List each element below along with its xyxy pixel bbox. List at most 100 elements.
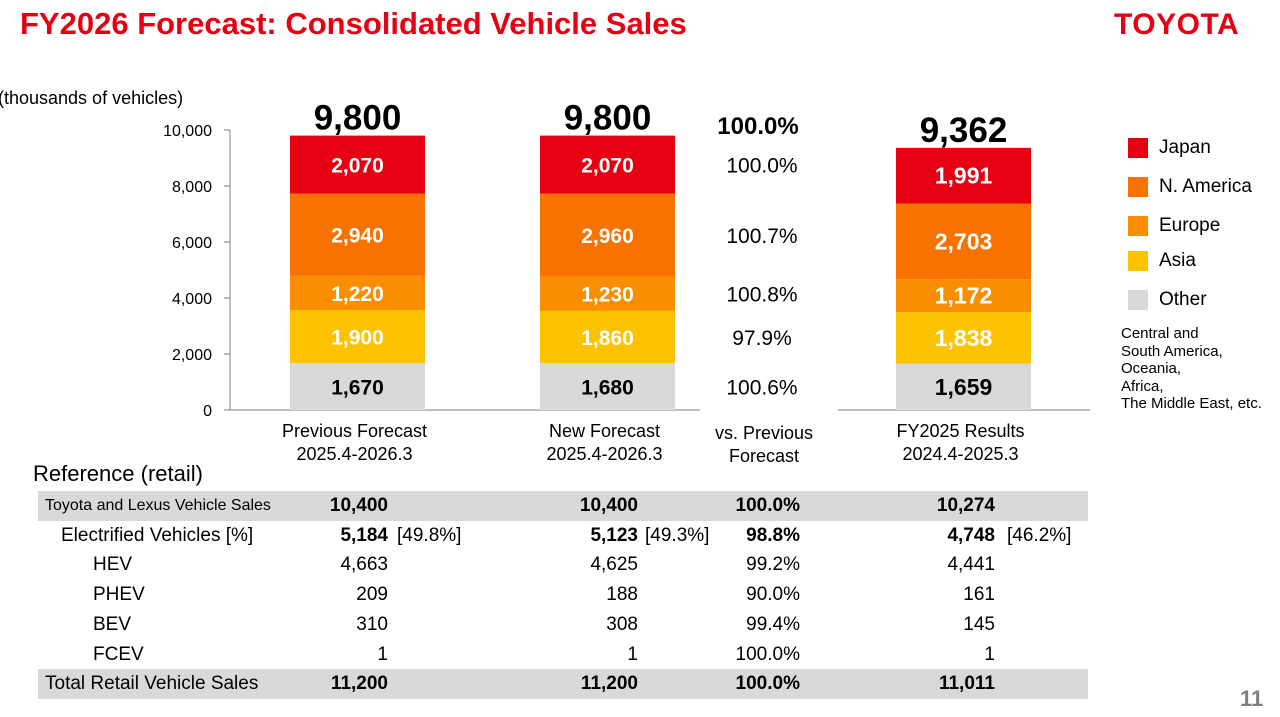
table-row: BEV 310 308 99.4% 145 bbox=[38, 610, 1088, 640]
bar-segment bbox=[290, 310, 425, 364]
bar-value-label: 1,220 bbox=[331, 283, 384, 306]
reference-title: Reference (retail) bbox=[33, 461, 203, 486]
legend-item-other: Other bbox=[1128, 288, 1207, 312]
fy25-value: 10,274 bbox=[936, 495, 995, 516]
prev-value: 1 bbox=[377, 644, 388, 665]
fy25-value: 145 bbox=[963, 614, 995, 635]
fy25-pct: [46.2%] bbox=[1007, 525, 1072, 546]
table-row: Toyota and Lexus Vehicle Sales 10,400 10… bbox=[38, 491, 1088, 521]
table-row: HEV 4,663 4,625 99.2% 4,441 bbox=[38, 550, 1088, 580]
prev-value: 11,200 bbox=[330, 673, 388, 694]
bar-segment bbox=[290, 363, 425, 410]
fy25-value: 4,441 bbox=[947, 554, 995, 575]
row-label: Toyota and Lexus Vehicle Sales bbox=[45, 497, 271, 514]
prev-value: 4,663 bbox=[340, 554, 388, 575]
legend-label: N. America bbox=[1159, 176, 1252, 197]
legend-item-europe: Europe bbox=[1128, 214, 1220, 238]
new-value: 4,625 bbox=[590, 554, 638, 575]
vs-value: 90.0% bbox=[746, 584, 800, 605]
note-line: South America, bbox=[1121, 342, 1223, 360]
fy25-value: 4,748 bbox=[947, 525, 995, 546]
bar-segment bbox=[540, 193, 675, 277]
comparison-header: vs. Previous bbox=[715, 423, 813, 443]
toyota-logo: TOYOTA bbox=[1114, 8, 1240, 41]
category-label: FY2025 Results bbox=[896, 421, 1024, 441]
bar-segment bbox=[896, 147, 1031, 204]
vs-value: 98.8% bbox=[746, 525, 800, 546]
bar-value-label: 1,670 bbox=[331, 377, 384, 400]
legend-label: Other bbox=[1159, 289, 1207, 310]
category-label: New Forecast bbox=[549, 421, 660, 441]
unit-label: (thousands of vehicles) bbox=[0, 88, 184, 108]
legend-swatch-europe bbox=[1128, 216, 1148, 236]
bar-value-label: 2,070 bbox=[331, 155, 384, 178]
table-row: Total Retail Vehicle Sales 11,200 11,200… bbox=[38, 669, 1088, 699]
bar-segment bbox=[896, 312, 1031, 364]
legend-label: Japan bbox=[1159, 137, 1211, 158]
bar-value-label: 1,900 bbox=[331, 327, 384, 350]
row-label: BEV bbox=[93, 614, 132, 635]
bar-segment bbox=[290, 193, 425, 276]
legend-item-asia: Asia bbox=[1128, 249, 1196, 273]
page-title: FY2026 Forecast: Consolidated Vehicle Sa… bbox=[20, 6, 687, 41]
comparison-header: Forecast bbox=[729, 446, 799, 466]
note-line: Africa, bbox=[1121, 377, 1164, 395]
row-label: Total Retail Vehicle Sales bbox=[45, 673, 259, 694]
fy25-value: 1 bbox=[984, 644, 995, 665]
legend-swatch-japan bbox=[1128, 138, 1148, 158]
category-label: 2025.4-2026.3 bbox=[296, 444, 412, 464]
prev-value: 10,400 bbox=[329, 495, 388, 516]
bar-value-label: 1,991 bbox=[935, 163, 993, 189]
y-tick-label: 0 bbox=[203, 403, 212, 420]
legend-label: Europe bbox=[1159, 215, 1221, 236]
legend-swatch-n-america bbox=[1128, 177, 1148, 197]
table-row: FCEV 1 1 100.0% 1 bbox=[38, 640, 1088, 670]
bar-total-label: 9,800 bbox=[564, 99, 652, 138]
new-value: 188 bbox=[606, 584, 638, 605]
legend-swatch-other bbox=[1128, 290, 1148, 310]
legend-swatch-asia bbox=[1128, 251, 1148, 271]
stacked-bar-chart: 0 2,000 4,000 6,000 8,000 10,000 1,670 1,900 1,2… bbox=[163, 99, 1090, 466]
bar-value-label: 1,659 bbox=[935, 374, 993, 400]
bar-value-label: 2,070 bbox=[581, 155, 634, 178]
comparison-value: 97.9% bbox=[732, 327, 792, 350]
comparison-value: 100.7% bbox=[726, 225, 797, 248]
vs-value: 100.0% bbox=[735, 644, 800, 665]
bar-segment bbox=[896, 279, 1031, 313]
row-label: Electrified Vehicles [%] bbox=[61, 525, 254, 546]
new-value: 10,400 bbox=[579, 495, 638, 516]
fy25-value: 161 bbox=[963, 584, 995, 605]
legend-label: Asia bbox=[1159, 250, 1196, 271]
table-row: Electrified Vehicles [%] 5,184 [49.8%] 5… bbox=[38, 521, 1088, 551]
prev-value: 310 bbox=[356, 614, 388, 635]
bar-value-label: 1,680 bbox=[581, 376, 634, 399]
category-label: Previous Forecast bbox=[282, 421, 427, 441]
bar-segment bbox=[540, 310, 675, 363]
vs-value: 99.4% bbox=[746, 614, 800, 635]
new-value: 11,200 bbox=[580, 673, 638, 694]
bar-segment bbox=[540, 135, 675, 194]
row-label: PHEV bbox=[93, 584, 145, 605]
y-tick-label: 4,000 bbox=[172, 291, 212, 308]
legend-item-japan: Japan bbox=[1128, 136, 1211, 160]
vs-value: 100.0% bbox=[735, 495, 800, 516]
note-line: The Middle East, etc. bbox=[1121, 395, 1262, 412]
y-tick-label: 10,000 bbox=[163, 123, 212, 140]
comparison-value: 100.0% bbox=[726, 155, 797, 178]
bar-value-label: 1,230 bbox=[581, 284, 634, 307]
page-number: 11 bbox=[1240, 686, 1264, 711]
prev-value: 5,184 bbox=[340, 525, 388, 546]
bar-segment bbox=[290, 275, 425, 311]
bar-value-label: 1,172 bbox=[935, 283, 993, 309]
bar-total-label: 9,800 bbox=[314, 99, 402, 138]
other-region-note: Central and South America, Oceania, Afri… bbox=[1121, 325, 1262, 413]
prev-pct: [49.8%] bbox=[397, 525, 462, 546]
bar-segment bbox=[540, 276, 675, 311]
note-line: Central and bbox=[1121, 325, 1199, 342]
bar-value-label: 2,703 bbox=[935, 228, 993, 254]
comparison-value: 100.8% bbox=[726, 284, 797, 307]
category-label: 2025.4-2026.3 bbox=[546, 444, 662, 464]
bar-value-label: 1,860 bbox=[581, 327, 634, 350]
bar-segment bbox=[896, 203, 1031, 280]
bar-value-label: 1,838 bbox=[935, 325, 993, 351]
